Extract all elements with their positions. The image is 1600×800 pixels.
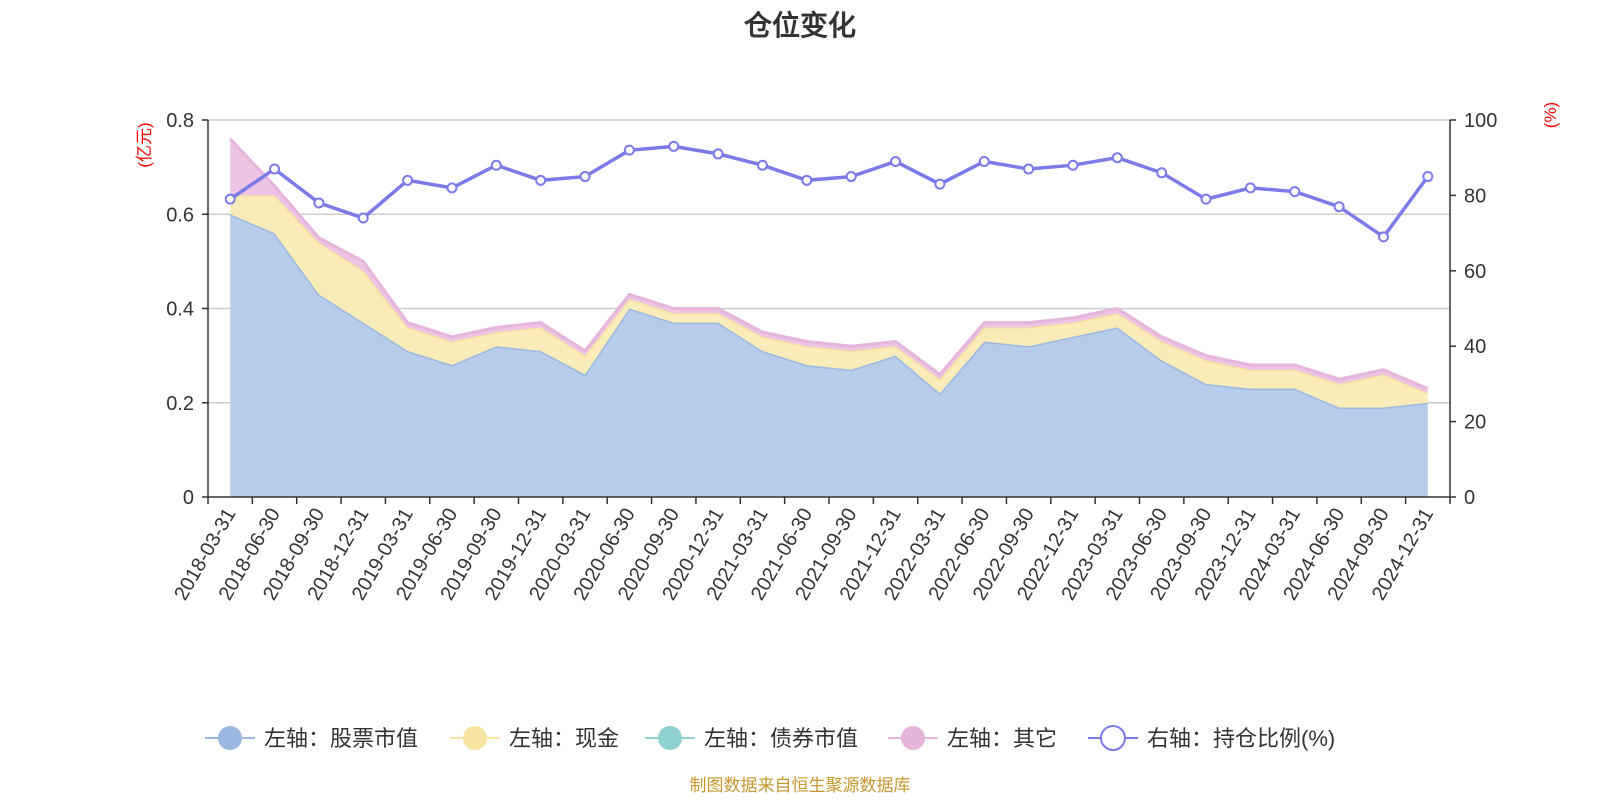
ratio-point bbox=[579, 171, 591, 183]
ratio-point bbox=[535, 174, 547, 186]
area-edge-左轴：其它 bbox=[229, 137, 1429, 390]
ratio-point bbox=[668, 140, 680, 152]
legend-marker-icon bbox=[1100, 725, 1126, 751]
ratio-point bbox=[890, 155, 902, 167]
legend-item[interactable]: 左轴：现金 bbox=[450, 726, 619, 751]
area-series bbox=[229, 137, 1429, 498]
right-axis-tick-label: 80 bbox=[1464, 185, 1486, 207]
ratio-point bbox=[224, 193, 236, 205]
area-左轴：股票市值 bbox=[230, 214, 1428, 498]
left-axis-tick-label: 0.2 bbox=[166, 393, 194, 415]
ratio-point bbox=[357, 212, 369, 224]
legend-label: 左轴：股票市值 bbox=[264, 726, 418, 751]
legend: 左轴：股票市值 左轴：现金 左轴：债券市值 左轴：其它 右轴：持仓比例(%) bbox=[205, 725, 1335, 751]
ratio-point bbox=[1333, 201, 1345, 213]
legend-item[interactable]: 右轴：持仓比例(%) bbox=[1088, 725, 1335, 751]
source-note: 制图数据来自恒生聚源数据库 bbox=[690, 776, 911, 795]
legend-item[interactable]: 左轴：债券市值 bbox=[645, 726, 858, 751]
ratio-point bbox=[269, 163, 281, 175]
ratio-point bbox=[1023, 163, 1035, 175]
right-axis-tick-label: 100 bbox=[1464, 110, 1497, 132]
legend-marker-icon bbox=[218, 726, 242, 750]
ratio-point bbox=[1377, 231, 1389, 243]
ratio-point bbox=[1422, 171, 1434, 183]
right-axis-tick-label: 60 bbox=[1464, 261, 1486, 283]
legend-marker-icon bbox=[901, 726, 925, 750]
right-axis-unit: (%) bbox=[1541, 102, 1560, 128]
legend-item[interactable]: 左轴：股票市值 bbox=[205, 726, 418, 751]
ratio-point bbox=[313, 197, 325, 209]
ratio-point bbox=[1200, 193, 1212, 205]
left-axis-unit: (亿元) bbox=[135, 122, 154, 167]
ratio-point bbox=[845, 171, 857, 183]
right-axis-tick-label: 20 bbox=[1464, 412, 1486, 434]
legend-marker-icon bbox=[463, 726, 487, 750]
left-axis-tick-label: 0.8 bbox=[166, 110, 194, 132]
legend-marker-icon bbox=[658, 726, 682, 750]
legend-label: 左轴：现金 bbox=[509, 726, 619, 751]
right-axis-tick-label: 0 bbox=[1464, 487, 1475, 509]
left-axis-tick-label: 0.4 bbox=[166, 299, 194, 321]
ratio-point bbox=[934, 178, 946, 190]
right-axis-tick-label: 40 bbox=[1464, 336, 1486, 358]
ratio-line-series bbox=[224, 140, 1434, 243]
ratio-point bbox=[446, 182, 458, 194]
ratio-point bbox=[623, 144, 635, 156]
ratio-point bbox=[1289, 186, 1301, 198]
left-axis-tick-label: 0.6 bbox=[166, 204, 194, 226]
legend-label: 左轴：其它 bbox=[947, 726, 1057, 751]
ratio-point bbox=[1067, 159, 1079, 171]
area-左轴：现金 bbox=[230, 195, 1428, 408]
ratio-point bbox=[801, 174, 813, 186]
ratio-point bbox=[712, 148, 724, 160]
ratio-point bbox=[1244, 182, 1256, 194]
ratio-point bbox=[756, 159, 768, 171]
legend-item[interactable]: 左轴：其它 bbox=[888, 726, 1057, 751]
ratio-point bbox=[490, 159, 502, 171]
ratio-point bbox=[1156, 167, 1168, 179]
chart-title: 仓位变化 bbox=[744, 9, 856, 41]
legend-label: 右轴：持仓比例(%) bbox=[1147, 726, 1335, 751]
line-右轴：持仓比例(%) bbox=[229, 144, 1430, 240]
legend-label: 左轴：债券市值 bbox=[704, 726, 858, 751]
left-axis-tick-label: 0 bbox=[183, 487, 194, 509]
ratio-point bbox=[978, 155, 990, 167]
ratio-point bbox=[1111, 152, 1123, 164]
ratio-point bbox=[402, 174, 414, 186]
